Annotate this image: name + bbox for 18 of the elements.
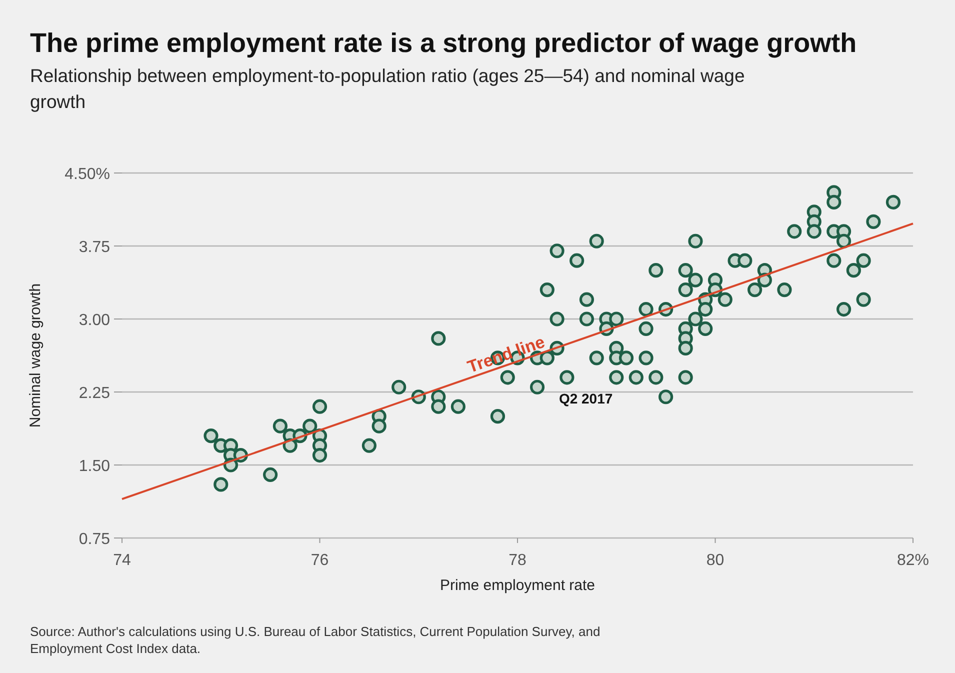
chart-title: The prime employment rate is a strong predictor of wage growth: [30, 28, 857, 58]
y-tick-label: 4.50%: [64, 166, 110, 183]
x-axis-title: Prime employment rate: [440, 577, 596, 594]
x-tick-label: 76: [310, 552, 329, 569]
annotation: Q2 2017: [558, 390, 613, 406]
y-axis-title: Nominal wage growth: [27, 283, 44, 428]
y-tick-label: 3.75: [78, 239, 110, 256]
x-tick-label: 74: [113, 552, 131, 569]
x-tick-label: 82%: [896, 552, 930, 569]
y-tick-label: 0.75: [78, 531, 110, 548]
text: Trend line: [465, 332, 548, 377]
x-tick-label: 78: [508, 552, 526, 569]
chart-subtitle: Relationship between employment-to-population ratio (ages 25—54) and nominal wage growth: [30, 65, 745, 112]
y-tick-label: 3.00: [78, 312, 110, 329]
x-tick-label: 80: [706, 552, 724, 569]
y-tick-label: 1.50: [78, 458, 110, 475]
y-tick-label: 2.25: [78, 385, 110, 402]
source-note: Source: Author's calculations using U.S. Bureau of Labor Statistics, Current Population Survey, and Employment Cost Index data.: [30, 624, 600, 656]
